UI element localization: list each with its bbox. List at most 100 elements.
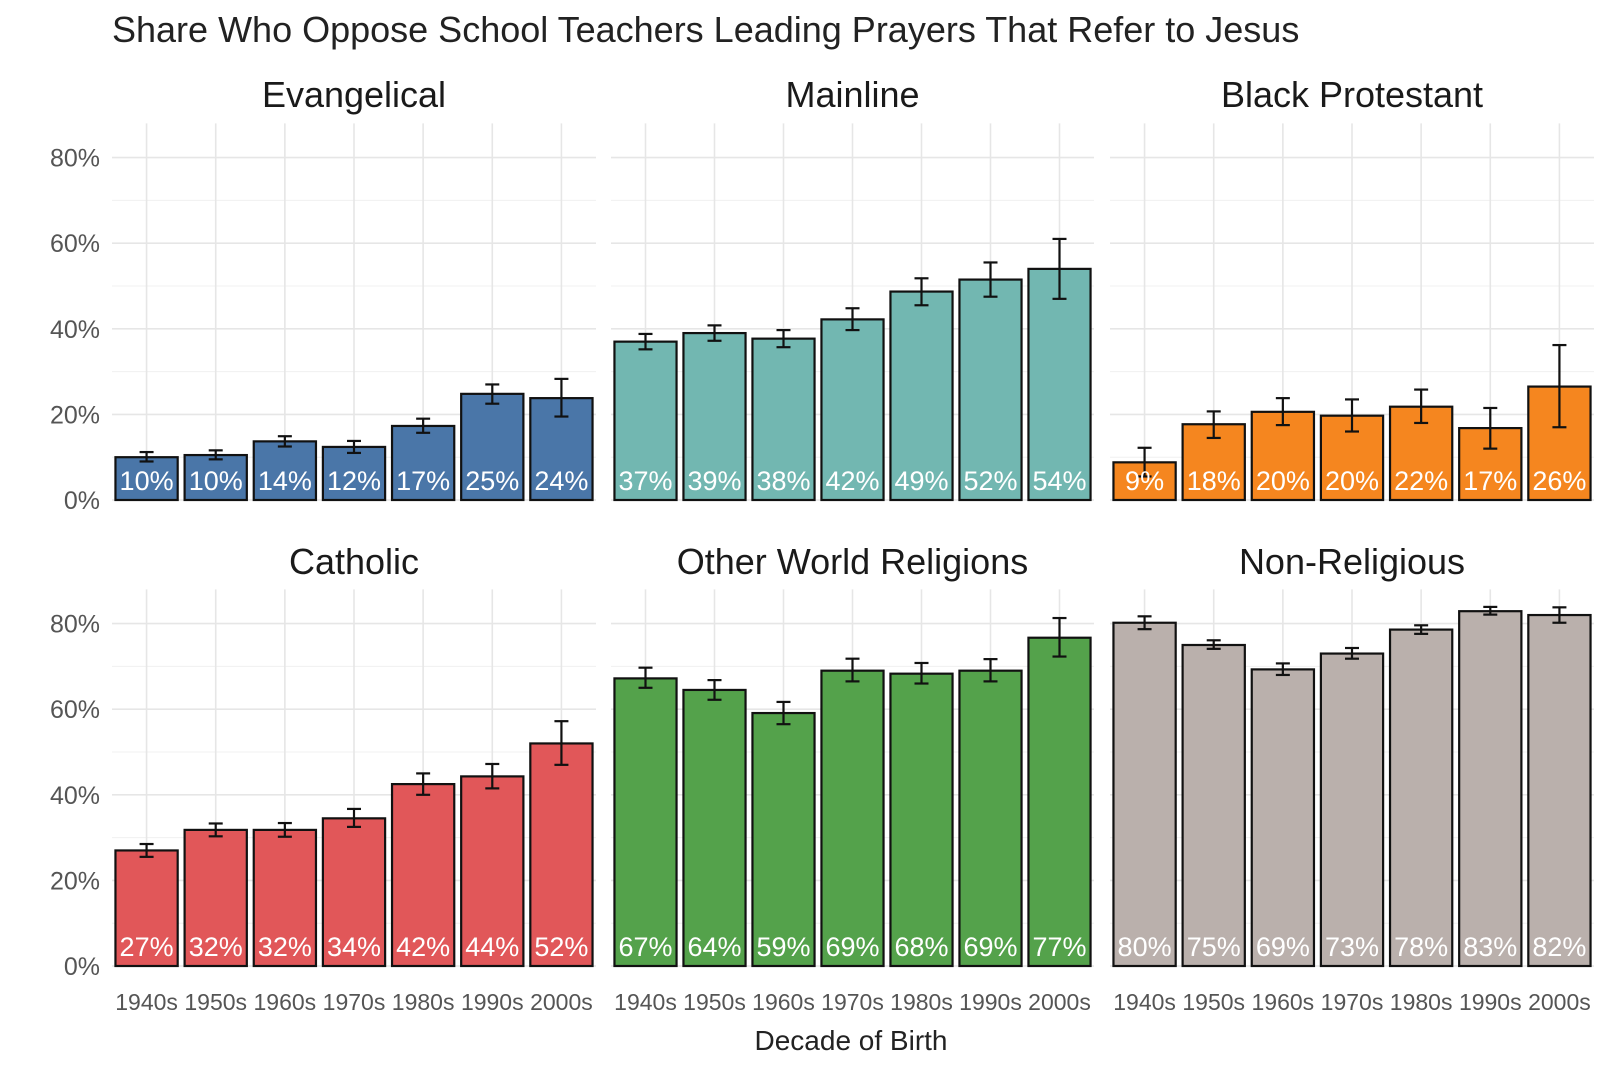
- x-tick-label: 1960s: [1252, 989, 1315, 1015]
- bar: [114, 456, 179, 502]
- bar-value-label: 12%: [327, 466, 381, 496]
- bar-value-label: 32%: [258, 932, 312, 962]
- y-tick-label: 40%: [50, 316, 100, 344]
- x-axis-title: Decade of Birth: [755, 1025, 948, 1056]
- y-tick-label: 80%: [50, 611, 100, 639]
- bar-value-label: 20%: [1325, 466, 1379, 496]
- bar: [1388, 405, 1454, 502]
- x-tick-label: 1940s: [614, 989, 677, 1015]
- x-tick-label: 1990s: [461, 989, 524, 1015]
- error-bar: [707, 324, 722, 342]
- bar-value-label: 59%: [756, 932, 810, 962]
- error-bar: [776, 328, 791, 349]
- facet-panel-black-protestant: Black Protestant 9% 18% 20% 20% 22% 17% 26%: [1110, 74, 1594, 502]
- bar-value-label: 77%: [1032, 932, 1086, 962]
- bar-value-label: 17%: [1463, 466, 1517, 496]
- error-bar: [347, 807, 361, 829]
- error-bar: [1552, 343, 1567, 429]
- bar-value-label: 80%: [1118, 932, 1172, 962]
- bar: [1388, 628, 1454, 968]
- bar: [183, 453, 248, 502]
- error-bar: [1052, 237, 1067, 300]
- error-bar: [277, 435, 292, 448]
- bar: [1027, 636, 1092, 968]
- error-bar: [416, 772, 431, 796]
- facet-title: Black Protestant: [1221, 74, 1483, 115]
- bar: [183, 828, 248, 968]
- bar: [252, 440, 318, 502]
- x-tick-label: 1940s: [1113, 989, 1176, 1015]
- facet-panel-catholic: Catholic 0% 20% 40% 60% 80% 27% 32% 32% 34% 42% 44%…: [50, 541, 596, 1015]
- bar: [682, 331, 747, 502]
- error-bar: [139, 450, 154, 463]
- error-bar: [554, 720, 569, 766]
- bar-value-label: 49%: [894, 466, 948, 496]
- bar: [114, 849, 179, 968]
- bar-value-label: 42%: [396, 932, 450, 962]
- bar: [460, 392, 525, 502]
- error-bar: [845, 307, 860, 332]
- bar-value-label: 32%: [189, 932, 243, 962]
- facet-title: Non-Religious: [1239, 541, 1465, 582]
- x-tick-label: 2000s: [530, 989, 593, 1015]
- x-tick-label: 2000s: [1528, 989, 1591, 1015]
- bar: [321, 817, 387, 968]
- error-bar: [1137, 615, 1152, 631]
- bar: [321, 445, 387, 502]
- bar-value-label: 10%: [189, 466, 243, 496]
- x-tick-label: 1980s: [890, 989, 953, 1015]
- bar: [1250, 668, 1316, 968]
- error-bar: [914, 661, 929, 685]
- error-bar: [1414, 388, 1429, 425]
- error-bar: [1345, 398, 1359, 433]
- bar-value-label: 44%: [465, 932, 519, 962]
- bar: [1458, 426, 1523, 502]
- bar-value-label: 82%: [1532, 932, 1586, 962]
- bar-value-label: 22%: [1394, 466, 1448, 496]
- error-bar: [707, 678, 722, 701]
- facets-layer: Evangelical 0% 20% 40% 60% 80% 10% 10% 14% 12% 17%…: [50, 74, 1594, 1015]
- bar: [958, 278, 1023, 502]
- bar: [1458, 610, 1523, 968]
- y-tick-label: 60%: [50, 696, 100, 724]
- bar-value-label: 54%: [1032, 466, 1086, 496]
- x-tick-label: 1950s: [683, 989, 746, 1015]
- error-bar: [208, 822, 223, 838]
- bar: [820, 669, 885, 968]
- y-tick-label: 80%: [50, 145, 100, 173]
- bar: [1319, 652, 1385, 968]
- bar-value-label: 26%: [1532, 466, 1586, 496]
- bar-value-label: 42%: [825, 466, 879, 496]
- x-tick-label: 2000s: [1028, 989, 1091, 1015]
- error-bar: [1345, 646, 1359, 660]
- bar-value-label: 27%: [120, 932, 174, 962]
- bar-value-label: 69%: [963, 932, 1017, 962]
- bar-value-label: 73%: [1325, 932, 1379, 962]
- bar-value-label: 52%: [963, 466, 1017, 496]
- bar: [460, 775, 525, 968]
- bar-value-label: 83%: [1463, 932, 1517, 962]
- bar: [751, 711, 816, 968]
- x-tick-label: 1970s: [323, 989, 386, 1015]
- bar: [613, 340, 678, 502]
- bar-value-label: 18%: [1187, 466, 1241, 496]
- y-tick-label: 20%: [50, 867, 100, 895]
- bar: [1181, 423, 1246, 502]
- x-tick-label: 1950s: [1182, 989, 1245, 1015]
- y-tick-label: 0%: [64, 487, 100, 515]
- error-bar: [347, 439, 361, 455]
- y-tick-label: 60%: [50, 230, 100, 258]
- error-bar: [638, 666, 653, 689]
- x-tick-label: 1960s: [254, 989, 317, 1015]
- bar-value-label: 34%: [327, 932, 381, 962]
- facet-title: Evangelical: [262, 74, 446, 115]
- x-tick-label: 1990s: [1459, 989, 1522, 1015]
- bar: [252, 828, 318, 968]
- bar-value-label: 24%: [534, 466, 588, 496]
- x-tick-label: 1980s: [1390, 989, 1453, 1015]
- error-bar: [1052, 616, 1067, 658]
- bar-value-label: 67%: [618, 932, 672, 962]
- facet-title: Mainline: [785, 74, 919, 115]
- bar: [958, 669, 1023, 968]
- bar-value-label: 64%: [687, 932, 741, 962]
